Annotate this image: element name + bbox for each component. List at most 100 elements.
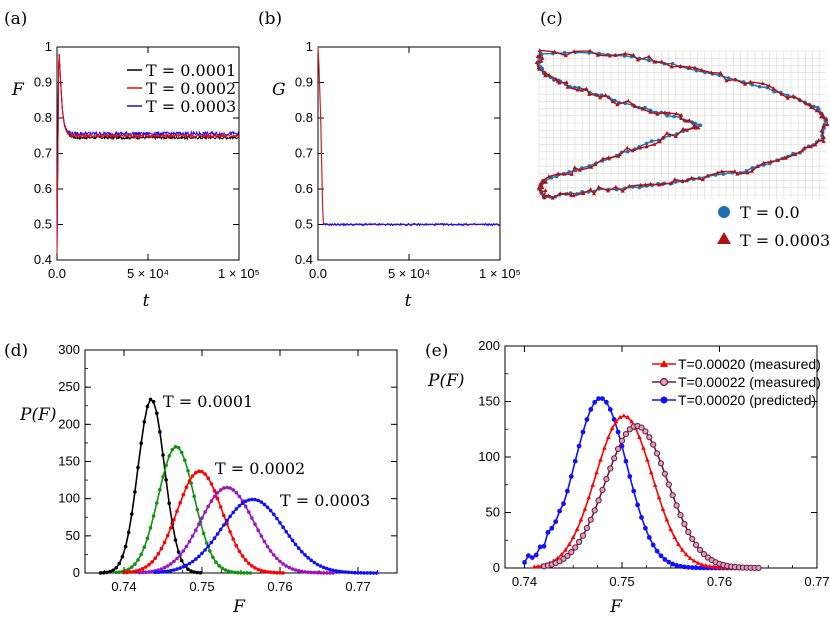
distribution-point	[218, 527, 223, 532]
distribution-point	[268, 508, 273, 513]
distribution-point	[262, 502, 267, 507]
distribution-point	[368, 571, 373, 575]
configuration-T3-point	[782, 155, 787, 160]
distribution-point	[583, 525, 591, 532]
distribution-point	[123, 544, 128, 549]
distribution-point	[206, 504, 210, 509]
distribution-point	[695, 560, 701, 565]
distribution-point	[685, 528, 692, 536]
distribution-point	[151, 514, 156, 518]
distribution-point	[674, 563, 679, 568]
distribution-point	[618, 437, 626, 444]
distribution-point	[685, 564, 691, 570]
tick-label: 0.0	[309, 266, 327, 281]
distribution-point	[136, 465, 140, 470]
configuration-T3-point	[537, 186, 541, 191]
configuration-T0-point	[672, 114, 676, 119]
distribution-point	[133, 490, 137, 494]
distribution-point	[272, 553, 276, 557]
configuration-T3-point	[617, 152, 622, 157]
distribution-point	[541, 543, 547, 549]
distribution-point	[176, 445, 181, 450]
configuration-T3-point	[588, 48, 593, 53]
distribution-point	[197, 469, 201, 474]
distribution-point	[195, 507, 200, 512]
distribution-point	[169, 562, 173, 566]
distribution-point	[613, 419, 619, 424]
distribution-point	[133, 562, 137, 566]
distribution-point	[170, 447, 175, 452]
configuration-T3-point	[669, 180, 674, 185]
distribution-point	[139, 552, 143, 557]
distribution-point	[281, 525, 285, 529]
legend-label: T=0.00020 (predicted)	[678, 392, 816, 408]
distribution-point	[117, 561, 122, 566]
distribution-point	[253, 522, 257, 526]
panel-c: T = 0.0 T = 0.0003	[534, 48, 830, 250]
configuration-T3-point	[667, 110, 672, 115]
distribution-point	[265, 505, 270, 510]
configuration-T3-point	[556, 171, 561, 176]
configuration-T3-point	[672, 177, 677, 181]
distribution-point	[703, 563, 709, 568]
distribution-point	[700, 551, 708, 558]
distribution-point	[287, 534, 292, 538]
distribution-point	[250, 564, 254, 568]
configuration-T0-point	[643, 105, 647, 110]
distribution-point	[247, 510, 251, 514]
distribution-point	[187, 539, 192, 544]
configuration-T3-point	[652, 142, 657, 146]
distribution-point	[225, 485, 229, 490]
configuration-T3-point	[572, 49, 577, 53]
configuration-T3-point	[692, 123, 697, 128]
distribution-point	[680, 547, 685, 552]
distribution-point	[225, 518, 229, 523]
distribution-point	[222, 486, 226, 490]
distribution-point	[234, 490, 239, 495]
tick-label: 0.5	[295, 217, 313, 232]
distribution-point	[169, 526, 173, 530]
configuration-T3-point	[813, 142, 818, 147]
distribution-point	[228, 514, 232, 519]
distribution-point	[125, 570, 129, 575]
distribution-point	[190, 474, 195, 478]
configuration-T3-point	[825, 122, 830, 126]
configuration-T0-point	[670, 61, 675, 66]
distribution-point	[215, 490, 220, 495]
distribution-point	[231, 537, 235, 541]
configuration-T3-point	[705, 173, 710, 178]
distribution-point	[572, 544, 579, 551]
distribution-point	[130, 512, 134, 516]
configuration-T3-point	[630, 148, 635, 153]
tick-label: 200	[478, 338, 500, 353]
distribution-point	[669, 492, 676, 499]
distribution-line	[534, 415, 757, 569]
distribution-point	[223, 568, 228, 572]
series-line	[56, 54, 239, 253]
distribution-point	[268, 549, 273, 553]
distribution-point	[365, 571, 370, 575]
configuration-T0-point	[549, 176, 554, 180]
configuration-T3-point	[623, 51, 628, 56]
distribution-point	[231, 488, 235, 492]
distribution-point	[142, 545, 147, 549]
legend-marker-triangle	[717, 232, 731, 244]
configuration-T3-point	[657, 139, 662, 144]
distribution-point	[684, 552, 689, 557]
configuration-T3-point	[647, 54, 652, 59]
distribution-point	[284, 529, 289, 534]
distribution-point	[533, 552, 539, 558]
distribution-point	[325, 571, 329, 575]
distribution-point	[218, 488, 223, 492]
configuration-T0-point	[644, 141, 649, 146]
distribution-point	[140, 570, 145, 575]
panel-b: G t 0.4 0.5 0.6 0.7 0.8 0.9 1 0.0 5 × 10⁴ 1 × 10⁵	[272, 39, 521, 311]
distribution-point	[237, 504, 242, 508]
configuration-T3-point	[562, 171, 567, 176]
distribution-point	[240, 554, 245, 558]
tick-label: 0.74	[512, 574, 537, 589]
configuration-T3-point	[640, 106, 645, 111]
distribution-point	[186, 469, 190, 473]
configuration-T3-point	[700, 177, 705, 182]
configuration-T3-point	[793, 152, 798, 156]
